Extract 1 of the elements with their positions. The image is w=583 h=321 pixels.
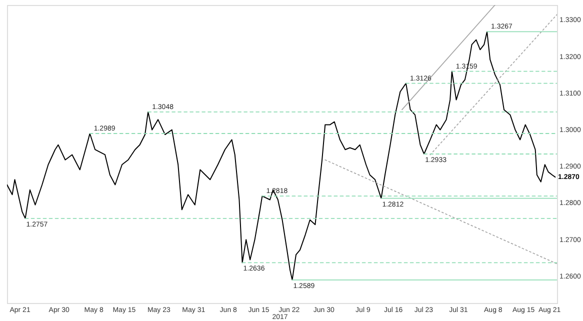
line-series (7, 31, 556, 280)
